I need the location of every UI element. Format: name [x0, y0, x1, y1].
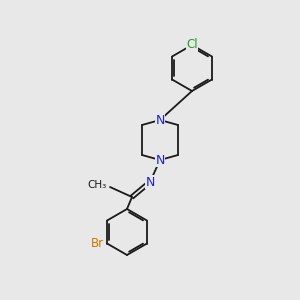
Text: N: N	[145, 176, 155, 188]
Text: N: N	[155, 154, 165, 166]
Text: N: N	[155, 113, 165, 127]
Text: Br: Br	[91, 237, 104, 250]
Text: Cl: Cl	[186, 38, 198, 52]
Text: CH₃: CH₃	[88, 180, 107, 190]
